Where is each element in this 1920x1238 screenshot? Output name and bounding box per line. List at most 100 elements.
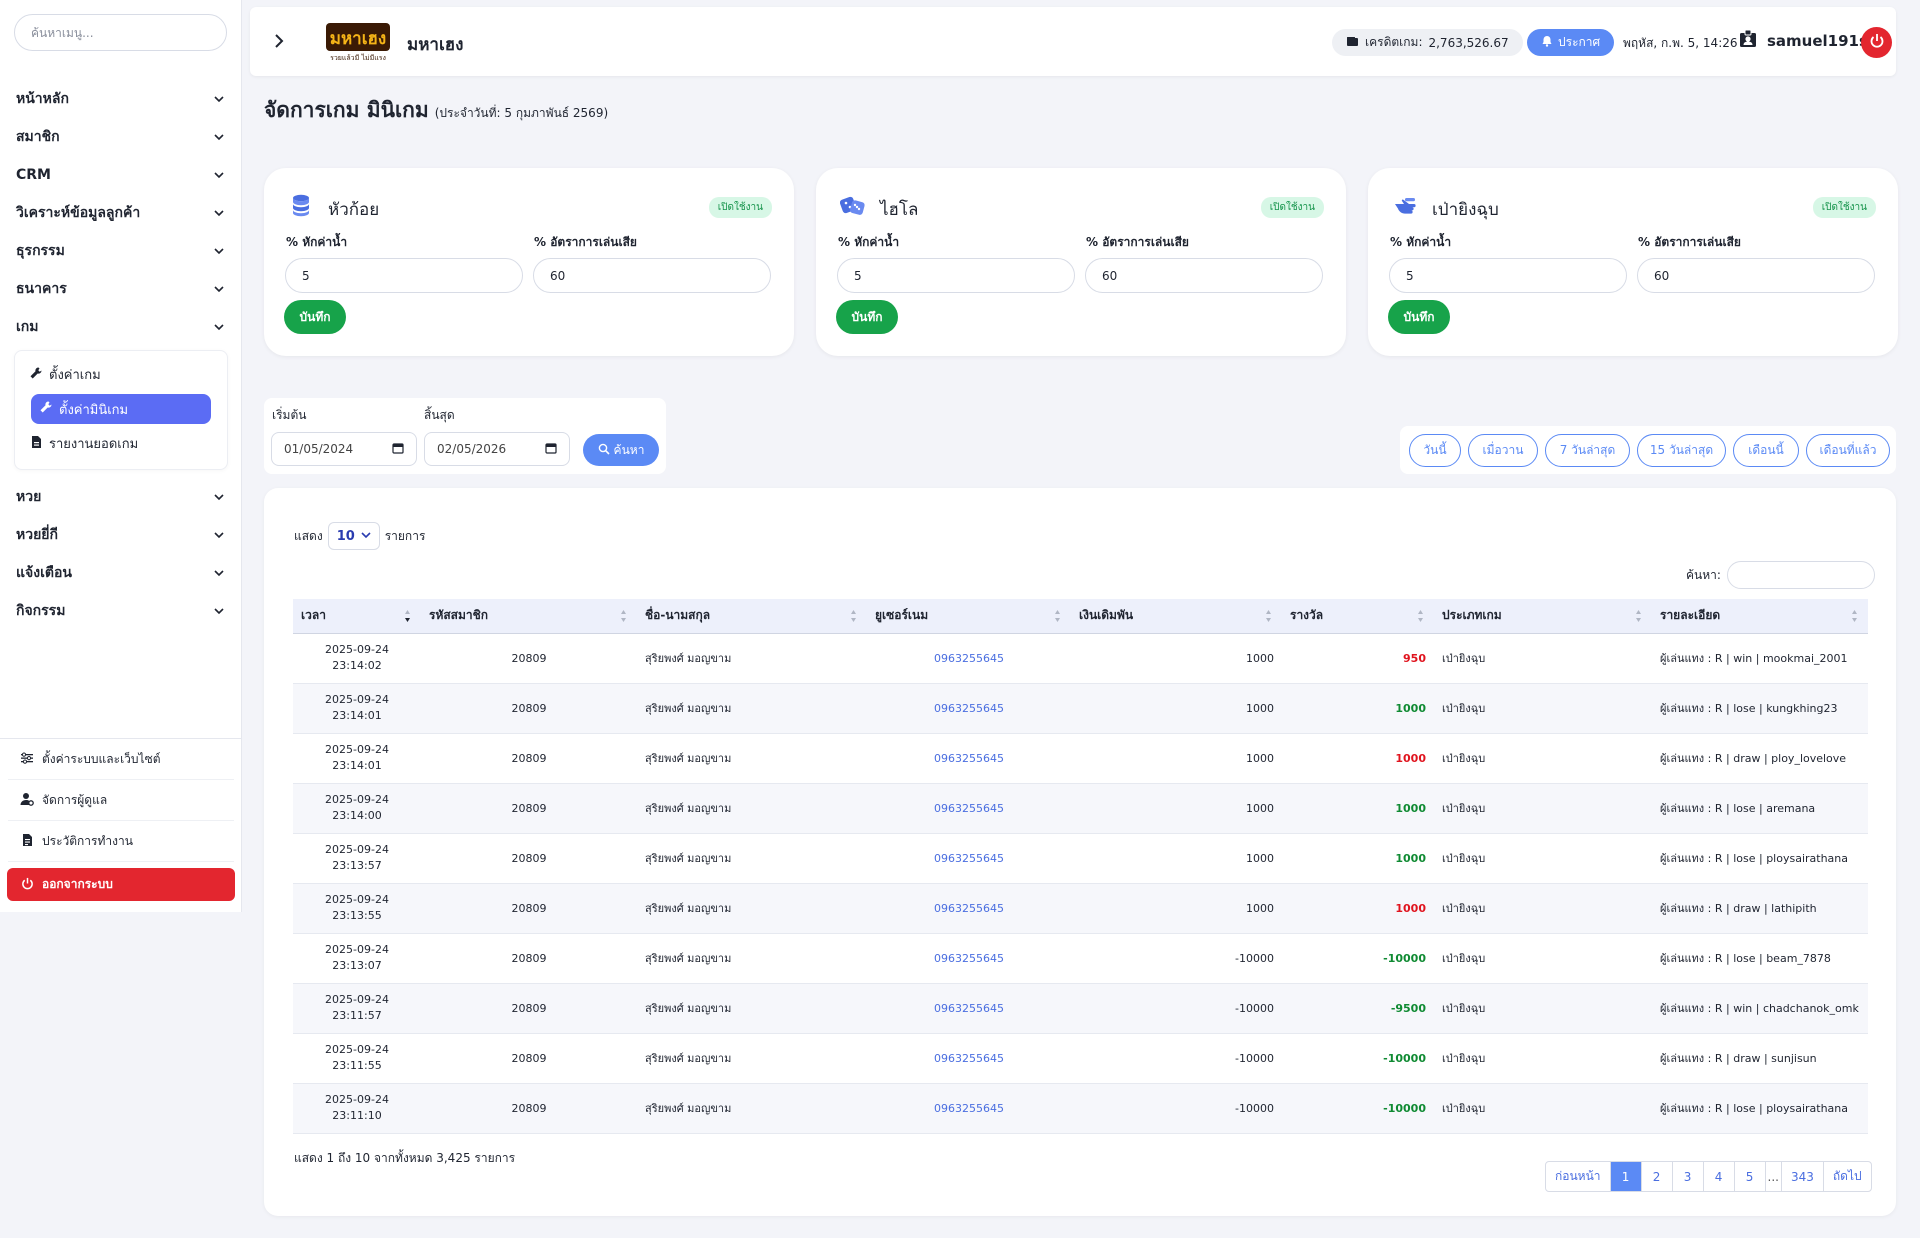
rate-label: % อัตราการเล่นเสีย <box>1086 235 1189 249</box>
sidebar-item-notifications[interactable]: แจ้งเตือน <box>0 554 242 592</box>
cell-bet: 1000 <box>1246 901 1274 915</box>
credit-value: 2,763,526.67 <box>1428 35 1509 50</box>
cell-username-link[interactable]: 0963255645 <box>934 951 1004 965</box>
length-select[interactable]: 10 <box>327 522 380 550</box>
page-button[interactable]: 3 <box>1673 1162 1704 1191</box>
sidebar-item-game[interactable]: เกม <box>0 308 242 346</box>
cell-time: 2025-09-24 23:14:02 <box>293 633 421 683</box>
cell-username-link[interactable]: 0963255645 <box>934 651 1004 665</box>
search-button[interactable]: ค้นหา <box>583 434 659 466</box>
cell-name: สุริยพงศ์ มอญขาม <box>645 1002 732 1015</box>
cell-username-link[interactable]: 0963255645 <box>934 751 1004 765</box>
cell-username-link[interactable]: 0963255645 <box>934 1001 1004 1015</box>
cell-prize: -9500 <box>1390 1001 1426 1015</box>
submenu-minigame-settings[interactable]: ตั้งค่ามินิเกม <box>31 394 211 424</box>
length-prefix: แสดง <box>294 528 323 543</box>
cell-game: เป่ายิงฉุบ <box>1442 802 1486 815</box>
range-7days-button[interactable]: 7 วันล่าสุด <box>1545 434 1630 467</box>
time-clock: 23:11:57 <box>332 1009 382 1022</box>
save-button[interactable]: บันทึก <box>284 300 346 334</box>
cell-time: 2025-09-24 23:14:00 <box>293 783 421 833</box>
cell-detail: ผู้เล่นแทง : R | lose | ploysairathana <box>1660 1102 1849 1115</box>
sidebar-item-transactions[interactable]: ธุรกรรม <box>0 232 242 270</box>
rate-input[interactable] <box>1085 258 1323 293</box>
range-this-month-button[interactable]: เดือนนี้ <box>1733 434 1799 467</box>
cell-member-id: 20809 <box>511 1001 547 1015</box>
sidebar-item-home[interactable]: หน้าหลัก <box>0 80 242 118</box>
range-yesterday-button[interactable]: เมื่อวาน <box>1468 434 1538 467</box>
range-15days-button[interactable]: 15 วันล่าสุด <box>1637 434 1726 467</box>
last-page-button[interactable]: 343 <box>1782 1162 1824 1191</box>
sidebar-item-bank[interactable]: ธนาคาร <box>0 270 242 308</box>
fee-input[interactable] <box>285 258 523 293</box>
end-date-label: สิ้นสุด <box>424 408 455 422</box>
column-header[interactable]: ประเภทเกม <box>1434 599 1652 634</box>
fee-label: % หักค่าน้ำ <box>286 235 348 249</box>
save-button[interactable]: บันทึก <box>836 300 898 334</box>
page-button[interactable]: 1 <box>1610 1162 1642 1191</box>
brand-logo: มหาเฮง รวยแล้วมี ไม่มีแรง <box>316 20 400 64</box>
prev-page-button[interactable]: ก่อนหน้า <box>1546 1162 1611 1191</box>
cell-prize: 950 <box>1403 651 1426 665</box>
column-header[interactable]: รหัสสมาชิก <box>421 599 637 634</box>
cell-prize: -10000 <box>1383 951 1426 965</box>
card-title: เป่ายิงฉุบ <box>1432 200 1499 220</box>
page-button[interactable]: 4 <box>1704 1162 1735 1191</box>
chevron-right-icon[interactable] <box>270 32 288 50</box>
document-icon <box>20 833 34 850</box>
sidebar-item-activities[interactable]: กิจกรรม <box>0 592 242 630</box>
cell-username-link[interactable]: 0963255645 <box>934 1051 1004 1065</box>
brand-name: มหาเฮง <box>407 35 464 55</box>
column-header[interactable]: ชื่อ-นามสกุล <box>637 599 867 634</box>
submenu-game-settings[interactable]: ตั้งค่าเกม <box>15 357 227 392</box>
coins-icon <box>293 194 309 217</box>
cell-username-link[interactable]: 0963255645 <box>934 801 1004 815</box>
page-button[interactable]: 5 <box>1735 1162 1766 1191</box>
column-header[interactable]: รายละเอียด <box>1652 599 1868 634</box>
sidebar-item-yiki[interactable]: หวยยี่กี <box>0 516 242 554</box>
table-row: 2025-09-24 23:13:07 20809 สุริยพงศ์ มอญขาม 0… <box>293 933 1868 983</box>
column-header[interactable]: ยูเซอร์เนม <box>867 599 1071 634</box>
submenu-game-report[interactable]: รายงานยอดเกม <box>15 426 227 461</box>
cell-bet: 1000 <box>1246 801 1274 815</box>
table-search-input[interactable] <box>1726 561 1875 589</box>
work-history-link[interactable]: ประวัติการทำงาน <box>8 821 234 862</box>
range-today-button[interactable]: วันนี้ <box>1409 434 1461 467</box>
end-date-input[interactable]: 02/05/2026 <box>424 432 570 466</box>
rate-input[interactable] <box>533 258 771 293</box>
cell-username-link[interactable]: 0963255645 <box>934 851 1004 865</box>
table-body: 2025-09-24 23:14:02 20809 สุริยพงศ์ มอญขาม 0… <box>293 633 1868 1133</box>
time-date: 2025-09-24 <box>325 643 389 656</box>
cell-detail: ผู้เล่นแทง : R | lose | beam_7878 <box>1660 952 1831 965</box>
power-button[interactable] <box>1861 27 1892 58</box>
sidebar-item-analytics[interactable]: วิเคราะห์ข้อมูลลูกค้า <box>0 194 242 232</box>
column-header[interactable]: รางวัล <box>1282 599 1434 634</box>
save-button[interactable]: บันทึก <box>1388 300 1450 334</box>
status-badge: เปิดใช้งาน <box>1812 197 1876 218</box>
sidebar-item-members[interactable]: สมาชิก <box>0 118 242 156</box>
logout-button[interactable]: ออกจากระบบ <box>7 868 235 901</box>
cell-username-link[interactable]: 0963255645 <box>934 901 1004 915</box>
system-settings-link[interactable]: ตั้งค่าระบบและเว็บไซต์ <box>8 739 234 780</box>
next-page-button[interactable]: ถัดไป <box>1832 1169 1862 1183</box>
range-last-month-button[interactable]: เดือนที่แล้ว <box>1806 434 1890 467</box>
cell-member-id: 20809 <box>511 851 547 865</box>
fee-input[interactable] <box>837 258 1075 293</box>
admin-manage-link[interactable]: จัดการผู้ดูแล <box>8 780 234 821</box>
menu-search-input[interactable] <box>14 14 227 51</box>
start-date-input[interactable]: 01/05/2024 <box>271 432 417 466</box>
sidebar-item-label: หน้าหลัก <box>16 91 69 107</box>
sidebar-item-crm[interactable]: CRM <box>0 156 242 194</box>
fee-input[interactable] <box>1389 258 1627 293</box>
announce-button[interactable]: ประกาศ <box>1527 29 1615 56</box>
cell-username-link[interactable]: 0963255645 <box>934 1101 1004 1115</box>
sidebar-item-lottery[interactable]: หวย <box>0 478 242 516</box>
column-header[interactable]: เงินเดิมพัน <box>1071 599 1282 634</box>
table-row: 2025-09-24 23:11:57 20809 สุริยพงศ์ มอญขาม 0… <box>293 983 1868 1033</box>
column-header[interactable]: เวลา <box>293 599 421 634</box>
length-suffix: รายการ <box>384 528 426 543</box>
page-button[interactable]: 2 <box>1642 1162 1673 1191</box>
end-date-value: 02/05/2026 <box>437 442 507 456</box>
cell-username-link[interactable]: 0963255645 <box>934 701 1004 715</box>
rate-input[interactable] <box>1637 258 1875 293</box>
